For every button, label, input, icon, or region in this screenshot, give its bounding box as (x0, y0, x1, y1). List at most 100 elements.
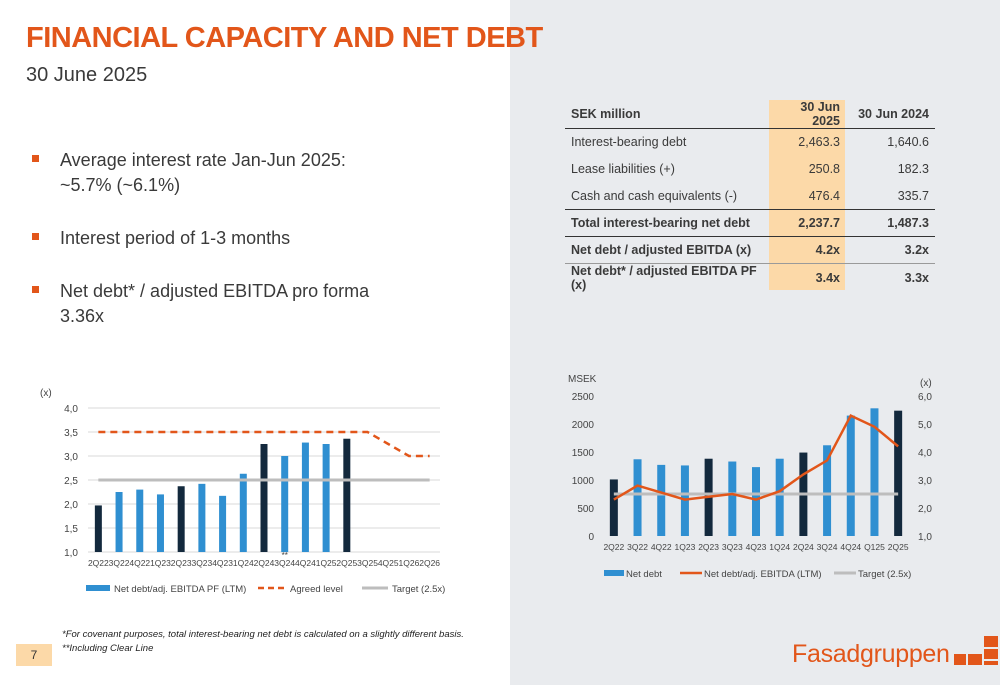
x-tick-label: 2Q25 (888, 542, 909, 552)
bar (633, 459, 642, 536)
cell-2025: 250.8 (808, 162, 840, 176)
table-row: Interest-bearing debt 2,463.3 1,640.6 (565, 129, 935, 156)
net-debt-chart: MSEK (x) 0 500 1000 1500 2000 2500 1,0 2,0 3,0 4,0 5… (568, 374, 932, 580)
bullet-text: ~5.7% (~6.1%) (60, 175, 181, 195)
legend-label: Agreed level (290, 584, 343, 595)
bullet-text: 3.36x (60, 306, 105, 326)
cell-2024: 3.3x (904, 271, 929, 285)
page-subtitle: 30 June 2025 (26, 64, 148, 86)
x-tick-label: 2Q23 (171, 558, 192, 568)
table-row-total: Total interest-bearing net debt 2,237.7 … (565, 209, 935, 237)
bullet-text: Interest period of 1-3 months (60, 228, 291, 248)
x-tick-label: 3Q23 (191, 558, 212, 568)
cell-2025: 476.4 (808, 188, 840, 203)
x-tick-label: 4Q24 (840, 542, 861, 552)
bar (870, 408, 879, 536)
footnotes: *For covenant purposes, total interest-b… (62, 628, 464, 656)
cell-2025: 2,463.3 (798, 135, 840, 150)
footnote-text: **Including Clear Line (62, 643, 154, 654)
net-debt-table: SEK million 30 Jun 2025 30 Jun 2024 Inte… (565, 100, 935, 292)
bar (301, 442, 309, 552)
leverage-line (613, 413, 899, 501)
y-tick-label: 1000 (572, 476, 595, 487)
y-tick-label: 3,0 (64, 452, 78, 463)
x-tick-label: 3Q22 (109, 558, 130, 568)
cell-2025: 3.4x (815, 271, 840, 285)
y2-axis-label: (x) (920, 378, 932, 389)
y-tick-label: 2,0 (64, 500, 78, 511)
y-tick-label: 2500 (572, 392, 595, 403)
table-header: 30 Jun 2024 (846, 100, 935, 129)
y2-tick-label: 2,0 (918, 504, 932, 515)
y2-tick-label: 6,0 (918, 392, 932, 403)
x-tick-label: 1Q25 (316, 558, 337, 568)
bullet-item: Net debt* / adjusted EBITDA pro forma 3.… (32, 279, 412, 329)
y-axis-label: (x) (40, 388, 52, 399)
y2-tick-label: 4,0 (918, 448, 932, 459)
x-tick-label: 2Q22 (88, 558, 109, 568)
x-tick-label: 3Q22 (627, 542, 648, 552)
y-axis-label: MSEK (568, 374, 597, 385)
logo-mark-icon (953, 636, 998, 665)
cell-2024: 1,640.6 (887, 135, 929, 150)
legend-label: Net debt/adj. EBITDA PF (LTM) (114, 584, 246, 595)
bar (322, 444, 330, 552)
x-tick-label: 1Q23 (675, 542, 696, 552)
bar (343, 438, 351, 552)
x-tick-label: 2Q23 (698, 542, 719, 552)
table-row: Net debt* / adjusted EBITDA PF (x) 3.4x … (565, 264, 935, 292)
bullet-square-icon (32, 233, 39, 240)
x-tick-label: 2Q26 (419, 558, 440, 568)
bullet-square-icon (32, 155, 39, 162)
x-tick-label: 1Q24 (233, 558, 254, 568)
x-tick-label: 1Q26 (399, 558, 420, 568)
y2-tick-label: 5,0 (918, 420, 932, 431)
annotation-label: ** (282, 551, 288, 560)
bar (260, 444, 268, 552)
y-tick-label: 0 (588, 532, 594, 543)
y-tick-label: 2000 (572, 420, 595, 431)
bar (657, 464, 666, 536)
bar (775, 458, 784, 536)
bar (198, 483, 206, 552)
bar (219, 495, 227, 552)
table-row: Net debt / adjusted EBITDA (x) 4.2x 3.2x (565, 236, 935, 264)
cell-2025: 4.2x (770, 236, 846, 264)
cell-2025: 2,237.7 (770, 209, 846, 237)
bar (115, 492, 123, 552)
x-tick-label: 2Q22 (603, 542, 624, 552)
bar (136, 489, 144, 552)
row-label: Net debt* / adjusted EBITDA PF (x) (571, 264, 757, 292)
cell-2024: 335.7 (897, 188, 929, 203)
row-label: Net debt / adjusted EBITDA (x) (565, 236, 770, 264)
x-tick-label: 4Q25 (378, 558, 399, 568)
x-tick-label: 4Q22 (651, 542, 672, 552)
cell-2024: 182.3 (897, 162, 929, 176)
x-tick-label: 2Q25 (336, 558, 357, 568)
y2-tick-label: 1,0 (918, 532, 932, 543)
bar (846, 415, 855, 536)
bar (94, 505, 102, 552)
bullet-text: Average interest rate Jan-Jun 2025: (60, 150, 346, 170)
legend-label: Target (2.5x) (858, 569, 911, 580)
x-tick-label: 1Q23 (150, 558, 171, 568)
row-label: Cash and cash equivalents (-) (571, 188, 738, 203)
y-tick-label: 1,0 (64, 548, 78, 559)
x-tick-label: 3Q24 (274, 558, 295, 568)
x-tick-label: 3Q25 (357, 558, 378, 568)
bullet-item: Interest period of 1-3 months (32, 226, 412, 251)
x-tick-label: 4Q23 (212, 558, 233, 568)
bar (239, 473, 247, 552)
bar (281, 456, 289, 552)
table-row: Lease liabilities (+) 250.8 182.3 (565, 156, 935, 183)
row-label: Lease liabilities (+) (571, 162, 675, 176)
bar (823, 445, 832, 536)
legend-label: Target (2.5x) (392, 584, 445, 595)
x-tick-label: 4Q23 (746, 542, 767, 552)
y-tick-label: 1500 (572, 448, 595, 459)
row-label: Total interest-bearing net debt (565, 209, 770, 237)
bar (609, 479, 618, 536)
y2-tick-label: 3,0 (918, 476, 932, 487)
bar (177, 486, 185, 552)
x-tick-label: 3Q24 (817, 542, 838, 552)
